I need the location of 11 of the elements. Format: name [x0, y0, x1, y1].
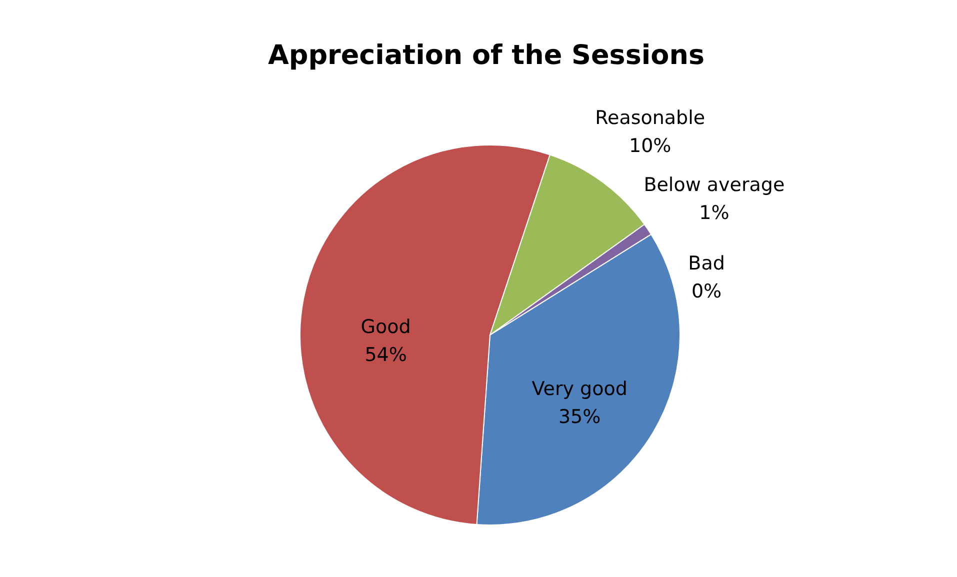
data-label: 10% [628, 134, 672, 157]
slice-label: Reasonable [595, 106, 706, 129]
slice-label: Below average [644, 174, 785, 196]
category-label: Bad [688, 252, 725, 275]
data-label: 1% [699, 202, 730, 224]
chart-title: Appreciation of the Sessions [268, 40, 705, 71]
text: 0% [691, 280, 722, 303]
slice-label: Very good [532, 378, 628, 400]
data-label: 35% [558, 406, 601, 428]
slice-label: Good [360, 316, 411, 338]
data-label: 54% [364, 344, 407, 366]
